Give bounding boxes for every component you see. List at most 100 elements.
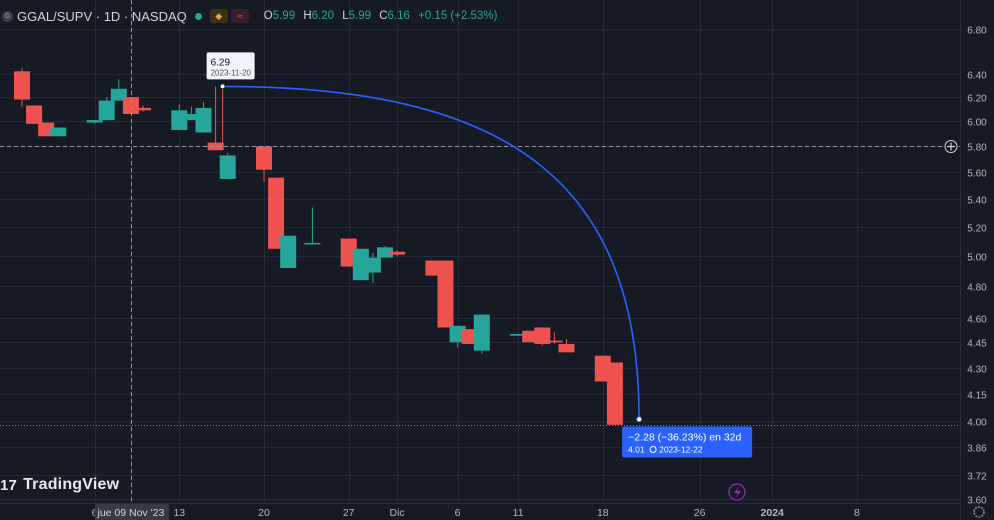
- candle[interactable]: [256, 146, 272, 182]
- symbol-title[interactable]: GGAL/SUPV · 1D · NASDAQ: [17, 8, 187, 24]
- x-tick-label: 6: [455, 507, 461, 519]
- crosshair-date-badge: [94, 504, 169, 520]
- candle[interactable]: [171, 104, 188, 131]
- tooltip-value: 6.29: [211, 57, 231, 68]
- x-tick-label: jue 09 Nov '23: [96, 507, 164, 519]
- candle[interactable]: [546, 332, 563, 344]
- candle-body: [437, 260, 454, 328]
- candle[interactable]: [195, 101, 212, 133]
- candle[interactable]: [473, 314, 490, 355]
- candle[interactable]: [352, 248, 369, 281]
- candle[interactable]: [389, 250, 406, 257]
- crosshair-plus-glyph: [947, 142, 955, 151]
- candle-body: [425, 260, 442, 276]
- x-axis-panel[interactable]: [0, 503, 960, 520]
- candle-body: [377, 247, 393, 258]
- x-tick-label: Dic: [390, 507, 405, 519]
- candle[interactable]: [98, 97, 115, 121]
- wave-icon[interactable]: ≈: [230, 9, 249, 23]
- candle-body: [352, 248, 369, 281]
- y-tick-label: 4.30: [967, 365, 987, 376]
- y-tick-label: 3.72: [967, 472, 987, 483]
- candle-series[interactable]: [14, 67, 623, 425]
- candle[interactable]: [558, 338, 575, 353]
- high-value: 6.20: [311, 10, 335, 22]
- candle-body: [38, 122, 55, 137]
- candle-body: [256, 146, 272, 170]
- candle[interactable]: [522, 330, 539, 343]
- open-value: 5.99: [272, 10, 296, 22]
- grid-lines: [0, 0, 960, 503]
- candle[interactable]: [135, 105, 151, 112]
- y-tick-label: 5.60: [967, 169, 987, 180]
- candle[interactable]: [449, 325, 466, 348]
- candle[interactable]: [534, 327, 551, 346]
- candle[interactable]: [110, 79, 127, 101]
- x-tick-label: 11: [513, 507, 524, 519]
- tradingview-logo[interactable]: 17 TradingView: [0, 476, 119, 494]
- y-tick-label: 6.40: [967, 71, 987, 82]
- market-status-dot-icon[interactable]: [194, 12, 202, 20]
- y-tick-label: 3.86: [967, 444, 987, 455]
- candle[interactable]: [377, 245, 393, 258]
- candle-body: [86, 120, 103, 123]
- low-label: L: [342, 10, 349, 22]
- candle[interactable]: [207, 86, 224, 151]
- candle[interactable]: [594, 355, 611, 382]
- close-label: C: [379, 10, 388, 22]
- y-tick-label: 5.40: [967, 196, 987, 207]
- low-value: 5.99: [348, 10, 372, 22]
- candle[interactable]: [268, 177, 285, 249]
- candle-body: [280, 235, 297, 269]
- candle-body: [546, 340, 563, 343]
- x-tick-label: 2024: [761, 507, 785, 519]
- x-tick-label: 8: [854, 507, 860, 519]
- candle[interactable]: [437, 260, 454, 328]
- candle[interactable]: [280, 235, 297, 269]
- candle-body: [510, 334, 527, 336]
- measure-start-point[interactable]: [219, 83, 226, 90]
- candle[interactable]: [26, 105, 43, 124]
- y-tick-label: 5.20: [967, 224, 987, 235]
- settings-gear-icon[interactable]: [973, 506, 985, 518]
- candle-body: [135, 107, 151, 111]
- candle[interactable]: [340, 238, 357, 267]
- candle-body: [449, 325, 466, 343]
- candle-body: [558, 343, 575, 353]
- y-tick-label: 4.45: [967, 339, 987, 350]
- candle[interactable]: [183, 106, 200, 121]
- y-axis-panel[interactable]: [960, 0, 994, 520]
- measure-end-point[interactable]: [636, 416, 643, 423]
- candle-body: [268, 177, 285, 249]
- candle[interactable]: [122, 97, 139, 114]
- candle-body: [534, 327, 551, 344]
- candle[interactable]: [510, 334, 527, 336]
- candle-body: [594, 355, 611, 382]
- candle[interactable]: [38, 122, 55, 137]
- candle-body: [50, 127, 67, 137]
- candle[interactable]: [219, 152, 236, 179]
- tradingview-mark-icon: 17: [0, 476, 18, 494]
- candle-body: [122, 97, 139, 114]
- lightning-event-icon[interactable]: [728, 483, 746, 501]
- open-label: O: [263, 10, 273, 22]
- y-tick-label: 5.00: [967, 253, 987, 264]
- lightning-glyph: [734, 486, 741, 499]
- candle-body: [98, 100, 115, 121]
- candle[interactable]: [304, 207, 321, 245]
- candle[interactable]: [606, 362, 623, 425]
- candle[interactable]: [364, 253, 381, 284]
- y-tick-label: 6.80: [967, 26, 987, 37]
- tooltip-date: 2023-11-20: [211, 68, 252, 77]
- candle[interactable]: [86, 120, 103, 124]
- symbol-logo-icon[interactable]: G: [2, 10, 13, 22]
- candle[interactable]: [50, 127, 67, 137]
- flame-icon[interactable]: ◆: [209, 9, 228, 23]
- candle[interactable]: [425, 260, 442, 276]
- candle[interactable]: [461, 329, 478, 344]
- candle[interactable]: [14, 67, 30, 107]
